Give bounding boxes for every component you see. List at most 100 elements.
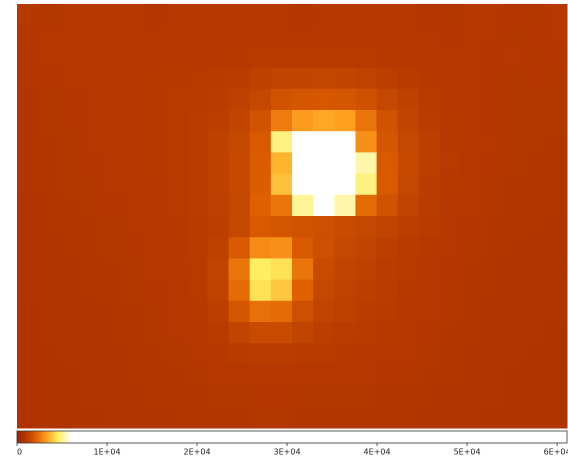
pixel (313, 216, 335, 238)
pixel (313, 322, 335, 344)
pixel (80, 343, 102, 365)
pixel (250, 322, 272, 344)
pixel (102, 195, 124, 217)
pixel (229, 216, 251, 238)
pixel (165, 280, 187, 302)
pixel (207, 407, 229, 429)
pixel (355, 216, 377, 238)
pixel (80, 110, 102, 132)
pixel (186, 152, 208, 174)
pixel (482, 216, 504, 238)
pixel (482, 110, 504, 132)
pixel (250, 46, 272, 68)
pixel (123, 25, 145, 47)
pixel (313, 280, 335, 302)
pixel (504, 174, 526, 196)
pixel (165, 407, 187, 429)
pixel (17, 216, 39, 238)
pixel (525, 152, 547, 174)
pixel (313, 364, 335, 386)
pixel (546, 386, 568, 408)
pixel (123, 364, 145, 386)
pixel (207, 152, 229, 174)
pixel (144, 386, 166, 408)
pixel (186, 131, 208, 153)
pixel (80, 237, 102, 259)
pixel (80, 174, 102, 196)
pixel (102, 237, 124, 259)
pixel (355, 258, 377, 280)
pixel (292, 4, 314, 26)
pixel (334, 258, 356, 280)
pixel (482, 407, 504, 429)
pixel (123, 195, 145, 217)
pixel (525, 301, 547, 323)
pixel (17, 195, 39, 217)
pixel (229, 174, 251, 196)
pixel (123, 216, 145, 238)
pixel (292, 152, 314, 174)
pixel (271, 301, 293, 323)
pixel (144, 68, 166, 90)
pixel (229, 152, 251, 174)
pixel (504, 322, 526, 344)
pixel (377, 280, 399, 302)
pixel (144, 216, 166, 238)
pixel (377, 131, 399, 153)
pixel (207, 301, 229, 323)
pixel (38, 301, 60, 323)
colorbar-tick-label: 4E+04 (364, 448, 391, 457)
pixel (59, 258, 81, 280)
pixel (59, 364, 81, 386)
pixel (525, 407, 547, 429)
pixel (186, 25, 208, 47)
pixel (80, 4, 102, 26)
pixel (80, 195, 102, 217)
pixel (355, 301, 377, 323)
pixel (59, 46, 81, 68)
pixel (482, 301, 504, 323)
pixel (144, 174, 166, 196)
pixel (38, 68, 60, 90)
pixel (292, 25, 314, 47)
pixel (482, 195, 504, 217)
pixel (525, 110, 547, 132)
pixel (355, 4, 377, 26)
pixel (80, 216, 102, 238)
pixel (334, 237, 356, 259)
pixel (123, 280, 145, 302)
pixel (144, 407, 166, 429)
pixel (355, 364, 377, 386)
pixel (334, 68, 356, 90)
colorbar-tick-label: 1E+04 (94, 448, 121, 457)
pixel (165, 386, 187, 408)
pixel (504, 407, 526, 429)
pixel (165, 364, 187, 386)
pixel (525, 280, 547, 302)
pixel (271, 237, 293, 259)
pixel (229, 68, 251, 90)
pixel (440, 152, 462, 174)
pixel (271, 343, 293, 365)
pixel (377, 110, 399, 132)
pixel (313, 301, 335, 323)
pixel (102, 364, 124, 386)
pixel (525, 386, 547, 408)
pixel (250, 301, 272, 323)
pixel (334, 152, 356, 174)
pixel (504, 364, 526, 386)
pixel (334, 322, 356, 344)
pixel (80, 407, 102, 429)
colorbar-tick-label: 5E+04 (454, 448, 481, 457)
pixel (186, 280, 208, 302)
pixel (229, 343, 251, 365)
pixel (440, 25, 462, 47)
pixel (123, 258, 145, 280)
pixel (229, 89, 251, 111)
pixel (102, 152, 124, 174)
pixel (461, 152, 483, 174)
pixel (207, 364, 229, 386)
pixel (144, 131, 166, 153)
pixel (292, 364, 314, 386)
pixel (80, 89, 102, 111)
